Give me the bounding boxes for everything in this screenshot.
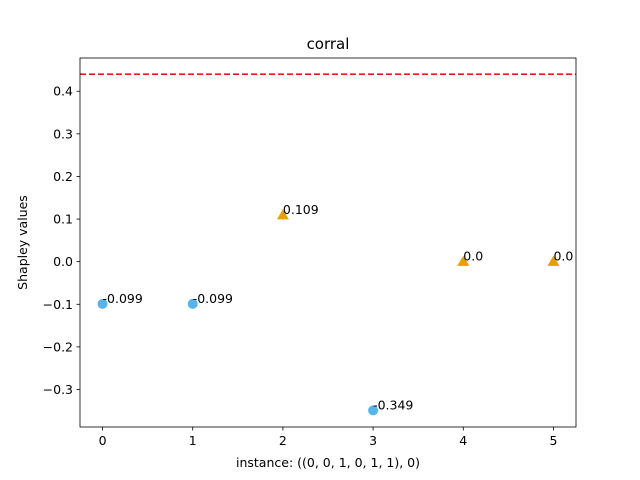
y-axis-label: Shapley values <box>15 195 30 290</box>
x-tick-label: 0 <box>99 433 107 448</box>
x-tick-label: 2 <box>279 433 287 448</box>
y-tick-label: −0.2 <box>43 339 73 354</box>
x-axis-ticks: 0 1 2 3 4 5 <box>99 427 557 448</box>
circle-point <box>187 298 198 309</box>
data-points <box>97 209 560 416</box>
y-tick-label: −0.1 <box>43 297 73 312</box>
x-tick-label: 4 <box>459 433 467 448</box>
y-tick-label: 0.4 <box>53 84 73 99</box>
data-label: 0.109 <box>283 202 319 217</box>
x-tick-label: 3 <box>369 433 377 448</box>
data-label: -0.099 <box>103 291 143 306</box>
y-axis-ticks: −0.3 −0.2 −0.1 0.0 0.1 0.2 0.3 0.4 <box>43 84 80 397</box>
triangle-point <box>457 255 470 266</box>
y-tick-label: 0.2 <box>53 169 73 184</box>
plot-frame <box>79 57 577 428</box>
x-axis-label: instance: ((0, 0, 1, 0, 1, 1), 0) <box>236 455 420 470</box>
y-tick-label: 0.0 <box>53 254 73 269</box>
y-tick-label: −0.3 <box>43 382 73 397</box>
data-label: -0.099 <box>193 291 233 306</box>
data-label: 0.0 <box>463 249 483 264</box>
triangle-point <box>276 209 289 220</box>
data-labels: -0.099 -0.099 0.109 -0.349 0.0 0.0 <box>103 202 574 412</box>
y-tick-label: 0.1 <box>53 212 73 227</box>
triangle-point <box>547 255 560 266</box>
chart-title: corral <box>307 35 350 53</box>
circle-point <box>368 405 379 416</box>
plot-area <box>80 58 576 427</box>
circle-point <box>97 298 108 309</box>
data-label: -0.349 <box>373 397 413 412</box>
x-tick-label: 1 <box>189 433 197 448</box>
x-tick-label: 5 <box>549 433 557 448</box>
y-tick-label: 0.3 <box>53 126 73 141</box>
data-label: 0.0 <box>553 249 573 264</box>
